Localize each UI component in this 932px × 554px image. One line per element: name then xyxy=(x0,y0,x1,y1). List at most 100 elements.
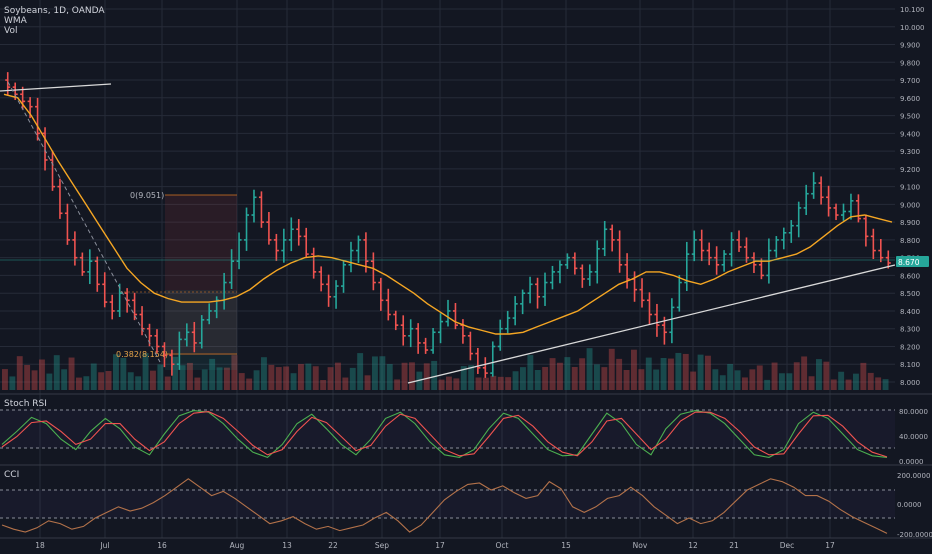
price-bar xyxy=(430,327,436,354)
price-tick-label: 9.900 xyxy=(900,42,920,50)
price-bar xyxy=(743,237,749,263)
price-bar xyxy=(811,172,817,199)
price-bar xyxy=(624,253,630,289)
volume-bar xyxy=(564,357,571,390)
volume-bar xyxy=(53,355,60,390)
volume-bar xyxy=(460,366,467,390)
price-bar xyxy=(355,235,361,263)
volume-bar xyxy=(712,369,719,390)
volume-bar xyxy=(749,369,756,390)
volume-bar xyxy=(882,379,889,390)
symbol-title: Soybeans, 1D, OANDA xyxy=(4,6,105,16)
volume-bar xyxy=(453,378,460,390)
volume-bar xyxy=(594,364,600,390)
price-bar xyxy=(378,277,384,311)
price-bar xyxy=(176,331,182,370)
price-bar xyxy=(855,194,861,223)
volume-bar xyxy=(542,366,549,390)
price-bar xyxy=(445,299,451,327)
stoch-panel[interactable]: Stoch RSI 80.0000 40.0000 0.0000 xyxy=(0,399,928,466)
price-bar xyxy=(229,249,235,289)
volume-bar xyxy=(631,349,637,390)
volume-bar xyxy=(756,365,763,390)
volume-layer xyxy=(2,348,889,390)
price-bar xyxy=(206,303,212,325)
price-bar xyxy=(64,203,70,245)
time-axis[interactable]: 18 Jul 16 Aug 13 22 Sep 17 Oct 15 Nov 12 21 Dec 17 xyxy=(35,541,835,550)
volume-bar xyxy=(2,369,8,390)
fib-label-bottom: 0.382(8.154) xyxy=(116,350,168,359)
trendline-support[interactable] xyxy=(407,264,896,384)
cci-panel[interactable]: CCI 200.0000 0.0000 -200.0000 xyxy=(0,470,932,539)
volume-bar xyxy=(268,364,275,390)
time-tick-label: 17 xyxy=(435,541,445,550)
volume-bar xyxy=(497,376,504,390)
volume-bar xyxy=(423,363,430,390)
trendline-top-left[interactable] xyxy=(0,83,112,92)
price-bar xyxy=(803,184,809,215)
volume-bar xyxy=(327,367,334,390)
price-bar xyxy=(781,227,787,250)
volume-bar xyxy=(475,377,482,390)
time-tick-label: Sep xyxy=(375,541,389,550)
price-tick-label: 8.300 xyxy=(900,326,920,334)
cci-tick-label: -200.0000 xyxy=(897,531,932,539)
price-bar xyxy=(721,250,727,272)
stoch-lines xyxy=(1,410,888,459)
volume-bar xyxy=(660,357,667,390)
volume-bar xyxy=(571,367,578,390)
price-tick-label: 9.400 xyxy=(900,130,920,138)
volume-bar xyxy=(401,362,408,390)
volume-bar xyxy=(645,357,652,390)
price-tick-label: 9.100 xyxy=(900,184,920,192)
price-bar xyxy=(109,294,115,320)
cci-line xyxy=(1,478,888,534)
trendlines[interactable] xyxy=(0,81,896,384)
price-bar xyxy=(676,275,682,312)
price-tick-label: 8.600 xyxy=(900,272,920,280)
price-bar xyxy=(452,303,458,330)
price-bar xyxy=(878,239,884,263)
cci-band xyxy=(0,490,895,518)
price-bar xyxy=(497,319,503,351)
volume-bar xyxy=(586,348,593,390)
volume-bar xyxy=(164,376,171,390)
time-tick-label: 18 xyxy=(35,541,45,550)
price-bar xyxy=(557,260,563,284)
price-bar xyxy=(117,283,123,317)
volume-bar xyxy=(76,377,82,390)
price-bar xyxy=(773,236,779,258)
price-bar xyxy=(191,321,197,353)
volume-bar xyxy=(364,375,371,390)
price-tick-label: 10.100 xyxy=(900,6,925,14)
volume-bar xyxy=(490,375,497,390)
time-tick-label: 16 xyxy=(157,541,167,550)
volume-bar xyxy=(675,352,682,390)
volume-bar xyxy=(601,367,608,390)
volume-bar xyxy=(616,358,623,390)
stoch-label: Stoch RSI xyxy=(4,399,47,409)
volume-bar xyxy=(120,357,127,390)
volume-bar xyxy=(830,379,837,390)
price-bar xyxy=(169,349,175,376)
price-bar xyxy=(296,219,302,246)
volume-bar xyxy=(290,373,297,390)
price-bar xyxy=(609,224,615,252)
volume-bar xyxy=(690,371,697,390)
volume-bar xyxy=(61,369,68,390)
price-axis[interactable]: 10.100 10.000 9.900 9.800 9.700 9.600 9.500 9.4… xyxy=(900,6,925,387)
time-tick-label: Oct xyxy=(496,541,509,550)
price-bar xyxy=(729,232,735,267)
price-bar xyxy=(42,127,48,171)
price-tick-label: 8.900 xyxy=(900,219,920,227)
volume-bar xyxy=(534,369,541,390)
volume-bar xyxy=(39,359,45,390)
wma-line xyxy=(3,93,893,335)
price-bar xyxy=(20,86,26,110)
volume-bar xyxy=(216,367,223,390)
price-tick-label: 9.000 xyxy=(900,201,920,209)
volume-bar xyxy=(623,369,630,390)
volume-bar xyxy=(305,363,312,390)
